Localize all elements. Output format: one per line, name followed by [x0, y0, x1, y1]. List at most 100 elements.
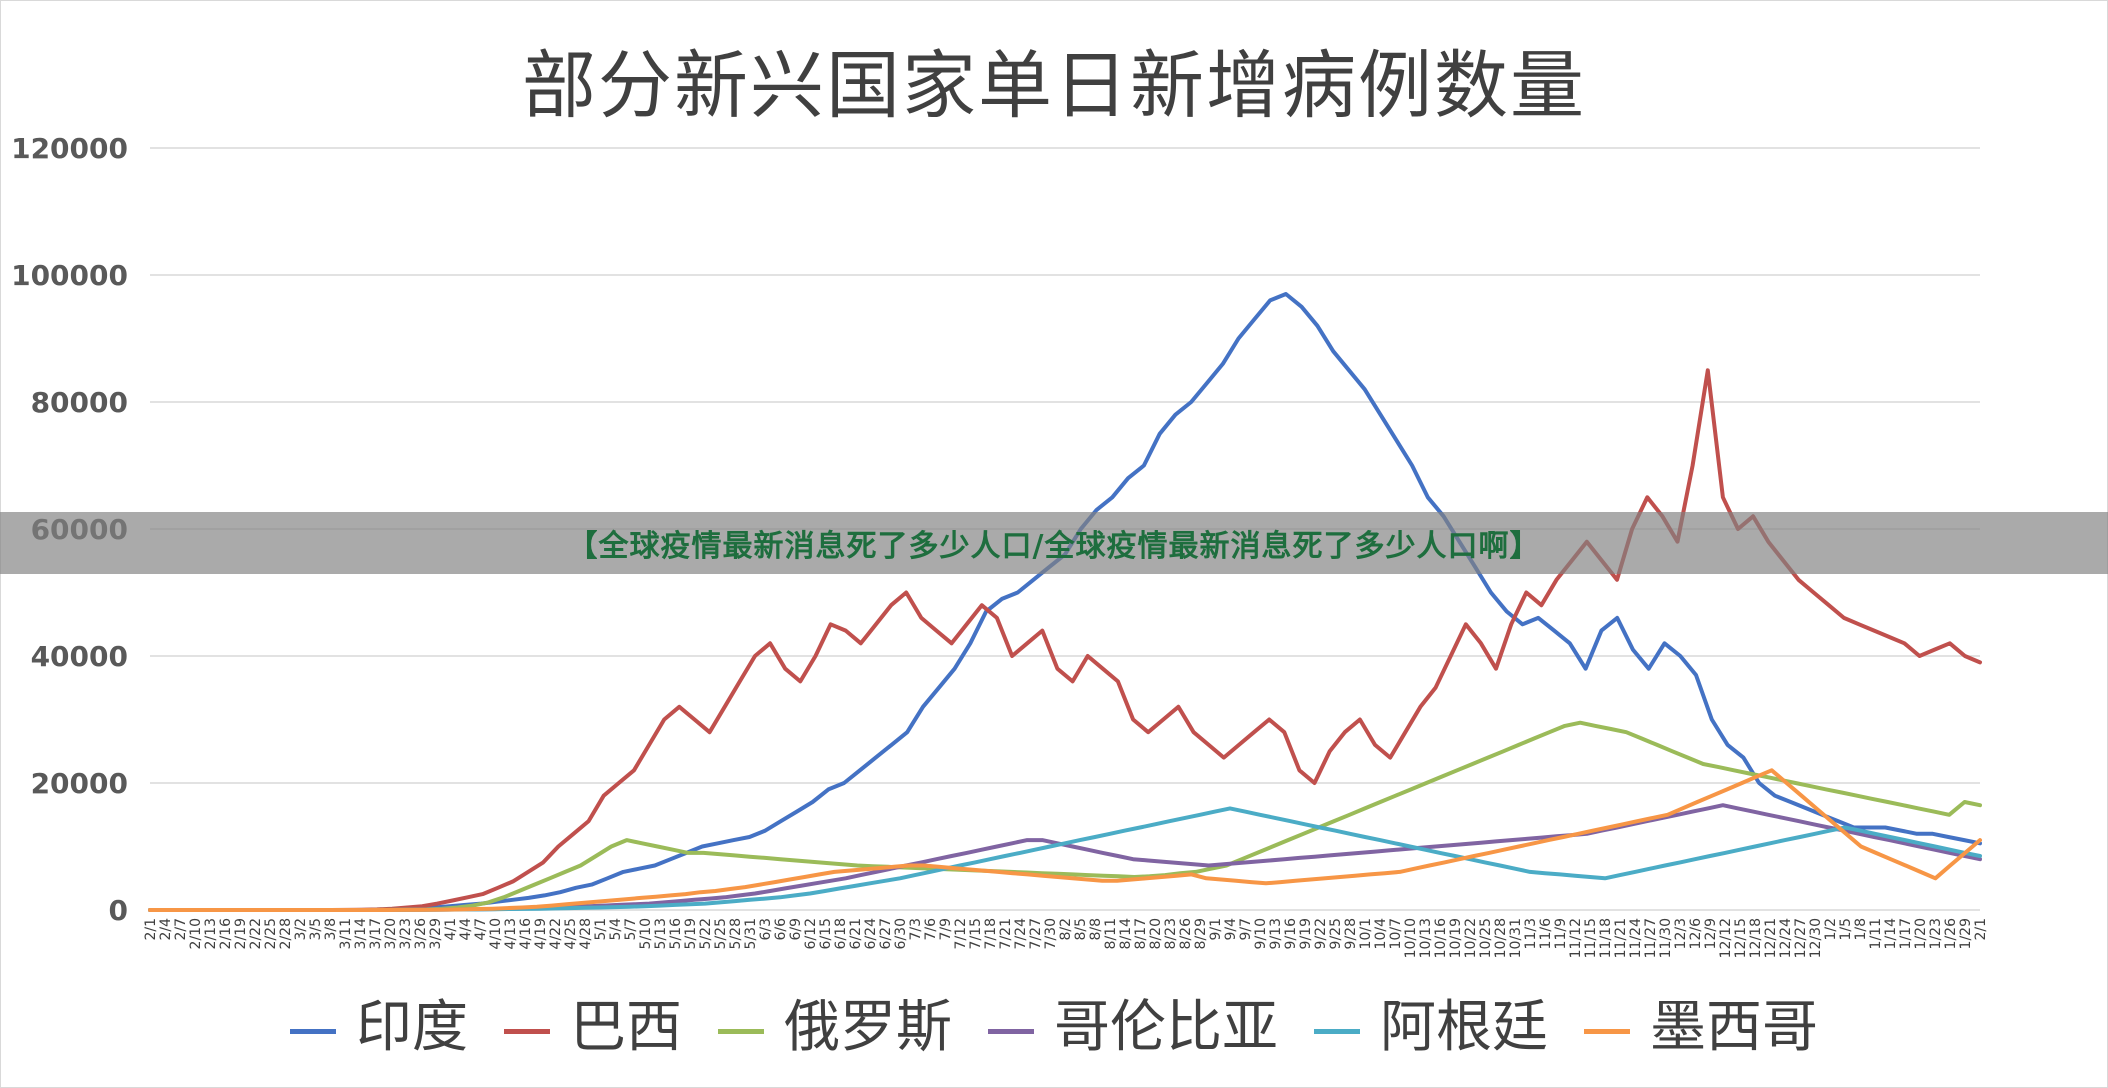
banner-text: 【全球疫情最新消息死了多少人口/全球疫情最新消息死了多少人口啊】	[567, 529, 1541, 564]
x-tick-label: 2/22	[248, 918, 264, 949]
x-tick-label: 5/7	[623, 918, 639, 941]
x-tick-label: 7/9	[938, 918, 954, 941]
x-tick-label: 8/14	[1118, 918, 1134, 950]
x-tick-label: 9/1	[1208, 918, 1224, 941]
x-tick-label: 3/11	[338, 918, 354, 949]
x-tick-label: 7/3	[908, 918, 924, 941]
x-tick-label: 1/11	[1868, 918, 1884, 949]
x-tick-label: 2/13	[203, 918, 219, 949]
x-tick-label: 6/18	[833, 918, 849, 949]
x-tick-label: 1/23	[1928, 918, 1944, 949]
x-tick-label: 6/6	[773, 918, 789, 941]
x-tick-label: 2/7	[173, 918, 189, 941]
y-tick-label: 0	[109, 894, 128, 927]
legend-label: 哥伦比亚	[1054, 995, 1278, 1060]
y-tick-label: 100000	[11, 259, 128, 292]
x-tick-label: 6/15	[818, 918, 834, 949]
x-tick-label: 7/12	[953, 918, 969, 949]
x-tick-label: 3/14	[353, 918, 369, 950]
x-tick-label: 4/7	[473, 918, 489, 941]
series-line-3	[148, 720, 1982, 912]
x-tick-label: 7/24	[1013, 918, 1029, 950]
legend-swatch	[290, 1029, 336, 1034]
x-tick-label: 5/13	[653, 918, 669, 949]
x-tick-label: 10/25	[1478, 918, 1494, 958]
x-tick-label: 7/21	[998, 918, 1014, 949]
y-tick-label: 40000	[31, 640, 128, 673]
x-tick-label: 2/28	[278, 918, 294, 949]
x-tick-label: 4/22	[548, 918, 564, 949]
x-tick-label: 6/3	[758, 918, 774, 941]
x-tick-label: 7/27	[1028, 918, 1044, 949]
x-tick-label: 2/19	[233, 918, 249, 949]
x-tick-label: 2/10	[188, 918, 204, 949]
x-tick-label: 9/4	[1223, 918, 1239, 941]
legend: 印度 巴西 俄罗斯 哥伦比亚 阿根廷 墨西哥	[0, 982, 2108, 1063]
x-tick-label: 9/16	[1283, 918, 1299, 950]
x-tick-label: 8/11	[1103, 918, 1119, 949]
x-tick-label: 1/8	[1853, 918, 1869, 941]
y-tick-label: 80000	[31, 386, 128, 419]
x-tick-label: 3/23	[398, 918, 414, 949]
x-tick-label: 1/5	[1838, 918, 1854, 941]
x-tick-label: 11/21	[1613, 918, 1629, 958]
legend-item-1: 印度	[290, 982, 468, 1063]
x-tick-label: 4/16	[518, 918, 534, 950]
x-tick-label: 5/4	[608, 918, 624, 941]
x-tick-label: 12/6	[1688, 918, 1704, 950]
x-tick-label: 10/16	[1433, 918, 1449, 958]
x-tick-label: 8/26	[1178, 918, 1194, 950]
x-tick-label: 9/22	[1313, 918, 1329, 949]
legend-swatch	[988, 1029, 1034, 1034]
x-tick-label: 12/15	[1733, 918, 1749, 958]
x-tick-label: 6/24	[863, 918, 879, 950]
x-tick-label: 3/20	[383, 918, 399, 949]
x-tick-label: 8/5	[1073, 918, 1089, 941]
x-tick-label: 2/4	[158, 918, 174, 941]
x-tick-label: 1/2	[1823, 918, 1839, 941]
legend-label: 俄罗斯	[784, 995, 952, 1060]
x-tick-label: 2/1	[1973, 918, 1989, 941]
chart-title: 部分新兴国家单日新增病例数量	[522, 43, 1586, 129]
x-tick-label: 11/30	[1658, 918, 1674, 958]
x-tick-label: 8/2	[1058, 918, 1074, 941]
x-tick-label: 7/30	[1043, 918, 1059, 949]
x-tick-label: 4/13	[503, 918, 519, 949]
x-tick-label: 12/12	[1718, 918, 1734, 958]
x-tick-label: 11/15	[1583, 918, 1599, 958]
x-tick-label: 3/29	[428, 918, 444, 949]
x-tick-label: 8/17	[1133, 918, 1149, 949]
legend-swatch	[1314, 1029, 1360, 1034]
x-tick-label: 5/22	[698, 918, 714, 949]
x-tick-label: 8/23	[1163, 918, 1179, 949]
x-tick-label: 11/18	[1598, 918, 1614, 958]
x-tick-label: 10/10	[1403, 918, 1419, 958]
y-tick-label: 20000	[31, 767, 128, 800]
legend-label: 印度	[356, 995, 468, 1060]
x-tick-label: 1/17	[1898, 918, 1914, 949]
legend-item-4: 哥伦比亚	[988, 982, 1278, 1063]
x-tick-label: 11/27	[1643, 918, 1659, 958]
x-tick-label: 4/1	[443, 918, 459, 941]
x-tick-label: 3/5	[308, 918, 324, 941]
series-lines	[148, 292, 1982, 912]
x-tick-label: 10/4	[1373, 918, 1389, 950]
legend-swatch	[718, 1029, 764, 1034]
x-tick-label: 1/26	[1943, 918, 1959, 950]
x-tick-label: 2/1	[143, 918, 159, 941]
x-tick-label: 3/8	[323, 918, 339, 941]
overlay-banner: 【全球疫情最新消息死了多少人口/全球疫情最新消息死了多少人口啊】	[0, 512, 2108, 574]
x-tick-label: 10/1	[1358, 918, 1374, 949]
x-tick-label: 4/4	[458, 918, 474, 941]
x-tick-label: 3/17	[368, 918, 384, 949]
x-tick-label: 1/14	[1883, 918, 1899, 950]
x-tick-label: 5/28	[728, 918, 744, 949]
x-tick-label: 6/27	[878, 918, 894, 949]
x-tick-label: 5/25	[713, 918, 729, 949]
x-tick-label: 10/31	[1508, 918, 1524, 958]
x-tick-label: 7/15	[968, 918, 984, 949]
x-tick-label: 6/30	[893, 918, 909, 949]
x-tick-label: 1/20	[1913, 918, 1929, 949]
legend-label: 巴西	[570, 995, 682, 1060]
x-tick-label: 5/1	[593, 918, 609, 941]
